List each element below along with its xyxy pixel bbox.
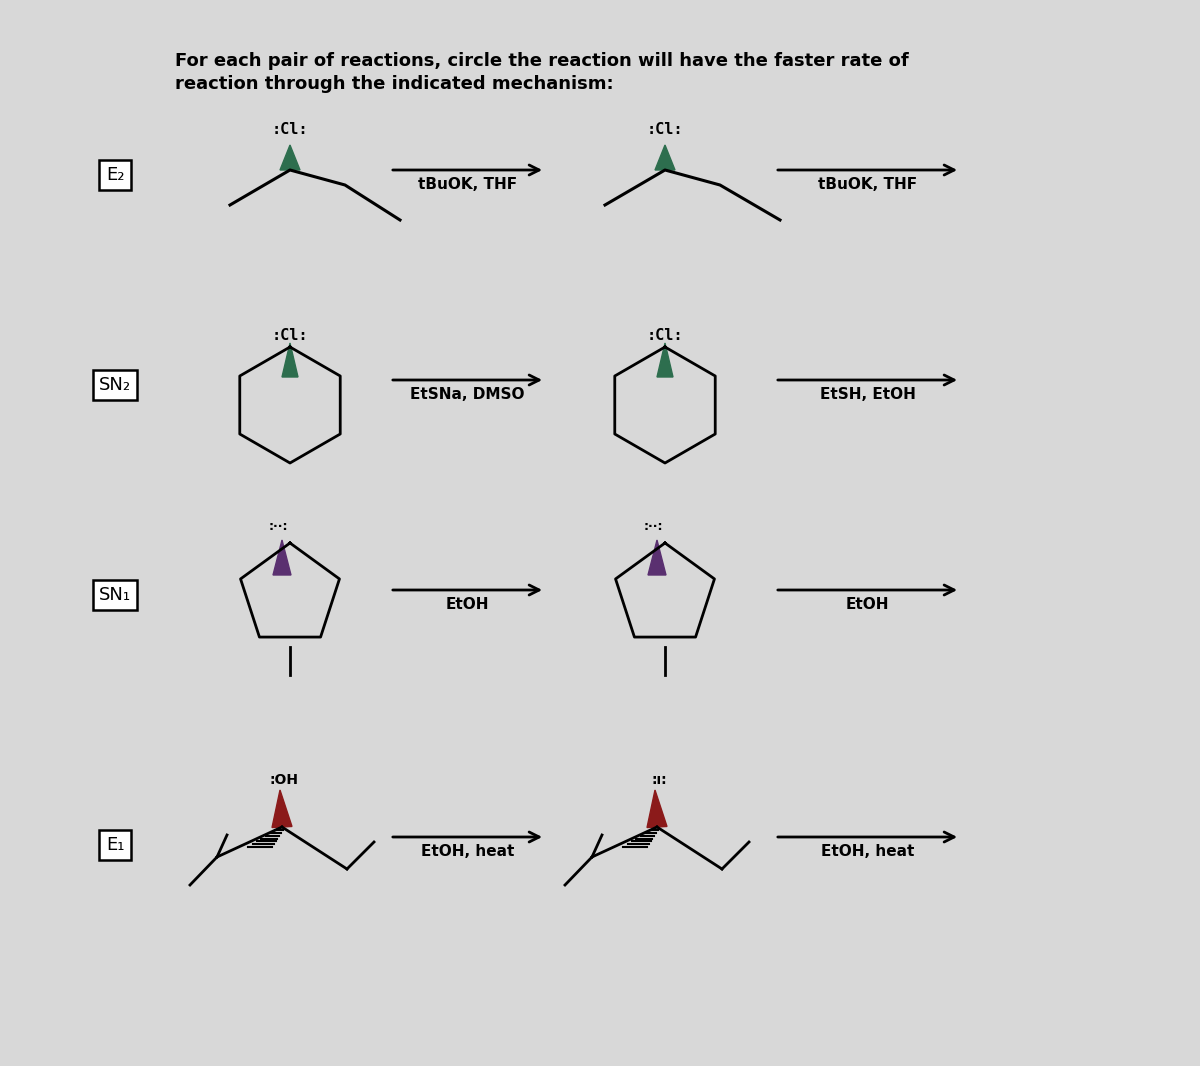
Text: tBuOK, THF: tBuOK, THF bbox=[418, 177, 517, 192]
Text: E₁: E₁ bbox=[106, 836, 125, 854]
Text: EtOH, heat: EtOH, heat bbox=[821, 844, 914, 859]
Text: :ı:: :ı: bbox=[652, 773, 667, 787]
Polygon shape bbox=[280, 145, 300, 169]
Text: For each pair of reactions, circle the reaction will have the faster rate of: For each pair of reactions, circle the r… bbox=[175, 52, 908, 70]
Text: :Cl:: :Cl: bbox=[271, 328, 308, 343]
Text: EtSNa, DMSO: EtSNa, DMSO bbox=[410, 387, 524, 402]
Polygon shape bbox=[274, 540, 292, 575]
Text: E₂: E₂ bbox=[106, 166, 125, 184]
Text: EtOH: EtOH bbox=[445, 597, 490, 612]
Polygon shape bbox=[658, 343, 673, 377]
Polygon shape bbox=[282, 343, 298, 377]
Text: :··:: :··: bbox=[643, 520, 662, 533]
Polygon shape bbox=[655, 145, 674, 169]
Text: :Cl:: :Cl: bbox=[647, 328, 683, 343]
Text: :Cl:: :Cl: bbox=[271, 122, 308, 138]
Polygon shape bbox=[272, 790, 292, 827]
Polygon shape bbox=[647, 790, 667, 827]
Text: EtOH, heat: EtOH, heat bbox=[421, 844, 514, 859]
Text: reaction through the indicated mechanism:: reaction through the indicated mechanism… bbox=[175, 75, 613, 93]
Polygon shape bbox=[648, 540, 666, 575]
Text: :··:: :··: bbox=[269, 520, 288, 533]
Text: tBuOK, THF: tBuOK, THF bbox=[818, 177, 917, 192]
Text: :Cl:: :Cl: bbox=[647, 122, 683, 138]
Text: EtSH, EtOH: EtSH, EtOH bbox=[820, 387, 916, 402]
Text: SN₂: SN₂ bbox=[98, 376, 131, 394]
Text: EtOH: EtOH bbox=[846, 597, 889, 612]
Text: :OH: :OH bbox=[270, 773, 299, 787]
Text: SN₁: SN₁ bbox=[98, 586, 131, 604]
